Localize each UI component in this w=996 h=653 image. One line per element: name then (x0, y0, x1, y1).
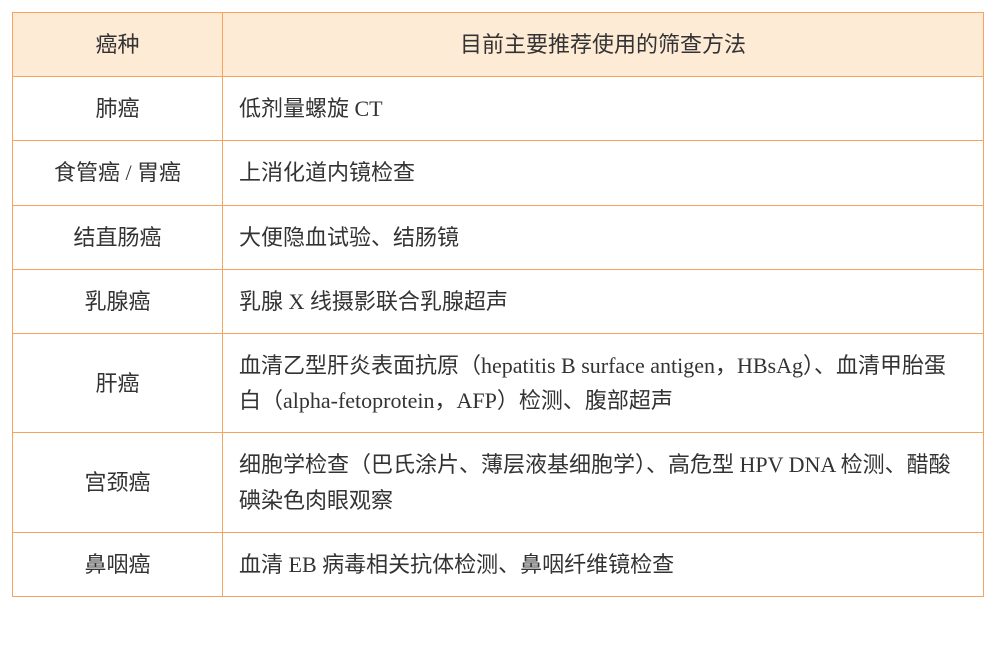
screening-method-cell: 细胞学检查（巴氏涂片、薄层液基细胞学）、高危型 HPV DNA 检测、醋酸碘染色… (223, 433, 984, 532)
screening-method-cell: 乳腺 X 线摄影联合乳腺超声 (223, 269, 984, 333)
screening-method-cell: 低剂量螺旋 CT (223, 77, 984, 141)
cancer-type-cell: 结直肠癌 (13, 205, 223, 269)
header-cancer-type: 癌种 (13, 13, 223, 77)
table-header-row: 癌种 目前主要推荐使用的筛查方法 (13, 13, 984, 77)
screening-method-cell: 上消化道内镜检查 (223, 141, 984, 205)
table-row: 肝癌 血清乙型肝炎表面抗原（hepatitis B surface antige… (13, 333, 984, 432)
table-row: 乳腺癌 乳腺 X 线摄影联合乳腺超声 (13, 269, 984, 333)
cancer-type-cell: 乳腺癌 (13, 269, 223, 333)
cancer-type-cell: 食管癌 / 胃癌 (13, 141, 223, 205)
header-screening-method: 目前主要推荐使用的筛查方法 (223, 13, 984, 77)
cancer-type-cell: 肺癌 (13, 77, 223, 141)
cancer-type-cell: 肝癌 (13, 333, 223, 432)
table-row: 宫颈癌 细胞学检查（巴氏涂片、薄层液基细胞学）、高危型 HPV DNA 检测、醋… (13, 433, 984, 532)
screening-method-cell: 血清 EB 病毒相关抗体检测、鼻咽纤维镜检查 (223, 532, 984, 596)
table-row: 结直肠癌 大便隐血试验、结肠镜 (13, 205, 984, 269)
table-row: 鼻咽癌 血清 EB 病毒相关抗体检测、鼻咽纤维镜检查 (13, 532, 984, 596)
table-row: 肺癌 低剂量螺旋 CT (13, 77, 984, 141)
table-row: 食管癌 / 胃癌 上消化道内镜检查 (13, 141, 984, 205)
cancer-screening-table: 癌种 目前主要推荐使用的筛查方法 肺癌 低剂量螺旋 CT 食管癌 / 胃癌 上消… (12, 12, 984, 597)
screening-method-cell: 大便隐血试验、结肠镜 (223, 205, 984, 269)
cancer-type-cell: 宫颈癌 (13, 433, 223, 532)
screening-method-cell: 血清乙型肝炎表面抗原（hepatitis B surface antigen，H… (223, 333, 984, 432)
cancer-type-cell: 鼻咽癌 (13, 532, 223, 596)
